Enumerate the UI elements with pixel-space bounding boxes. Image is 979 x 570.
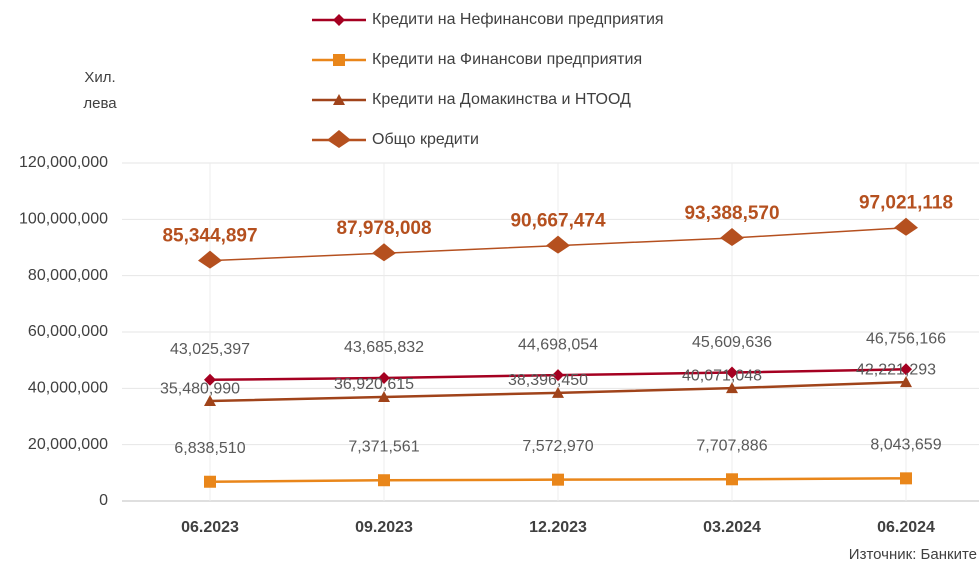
data-label: 7,371,561 [348,438,419,455]
marker [198,250,222,269]
x-tick-label: 12.2023 [529,519,587,536]
data-label: 42,221,293 [856,361,936,378]
x-tick-label: 06.2024 [877,519,935,536]
marker [900,472,912,485]
marker [327,130,351,148]
data-label: 38,396,450 [508,372,588,389]
marker [900,363,912,376]
x-tick-label: 03.2024 [703,519,761,536]
data-label: 87,978,008 [336,218,431,239]
data-label: 43,685,832 [344,339,424,356]
marker [204,373,216,386]
x-tick-label: 09.2023 [355,519,413,536]
y-tick-label: 20,000,000 [28,436,108,453]
data-label: 46,756,166 [866,331,946,348]
data-label: 36,920,615 [334,376,414,393]
data-label: 97,021,118 [859,193,953,214]
data-label: 44,698,054 [518,336,598,353]
data-label: 43,025,397 [170,341,250,358]
marker [333,14,345,26]
y-tick-label: 60,000,000 [28,323,108,340]
data-label: 93,388,570 [684,203,779,224]
marker [552,473,564,486]
y-axis-label: лева [83,95,117,112]
data-label: 85,344,897 [162,226,257,247]
y-axis-label: Хил. [84,69,115,86]
marker [378,391,390,403]
marker [204,395,216,407]
marker [900,376,912,388]
marker [726,366,738,379]
marker [372,243,396,262]
data-label: 45,609,636 [692,334,772,351]
marker [894,217,918,236]
data-label: 7,572,970 [522,438,593,455]
marker [333,94,345,105]
marker [720,227,744,246]
legend-label: Кредити на Нефинансови предприятия [372,11,664,28]
source: Източник: Банките [849,546,977,563]
y-tick-label: 80,000,000 [28,267,108,284]
marker [333,54,345,66]
x-tick-label: 06.2023 [181,519,239,536]
marker [726,382,738,394]
y-tick-label: 100,000,000 [19,211,108,228]
y-tick-label: 0 [99,492,108,509]
marker [378,371,390,384]
data-label: 8,043,659 [870,437,941,454]
marker [552,369,564,382]
data-label: 6,838,510 [174,440,245,457]
data-label: 90,667,474 [510,211,606,232]
marker [552,386,564,398]
marker [726,473,738,486]
y-tick-label: 40,000,000 [28,380,108,397]
marker [378,474,390,487]
y-tick-label: 120,000,000 [19,154,108,171]
data-label: 35,480,990 [160,380,240,397]
marker [204,475,216,488]
legend-label: Кредити на Финансови предприятия [372,51,642,68]
marker [546,235,570,254]
data-label: 7,707,886 [696,438,767,455]
legend-label: Общо кредити [372,131,479,148]
data-label: 40,071,048 [682,367,762,384]
legend-label: Кредити на Домакинства и НТООД [372,91,631,108]
